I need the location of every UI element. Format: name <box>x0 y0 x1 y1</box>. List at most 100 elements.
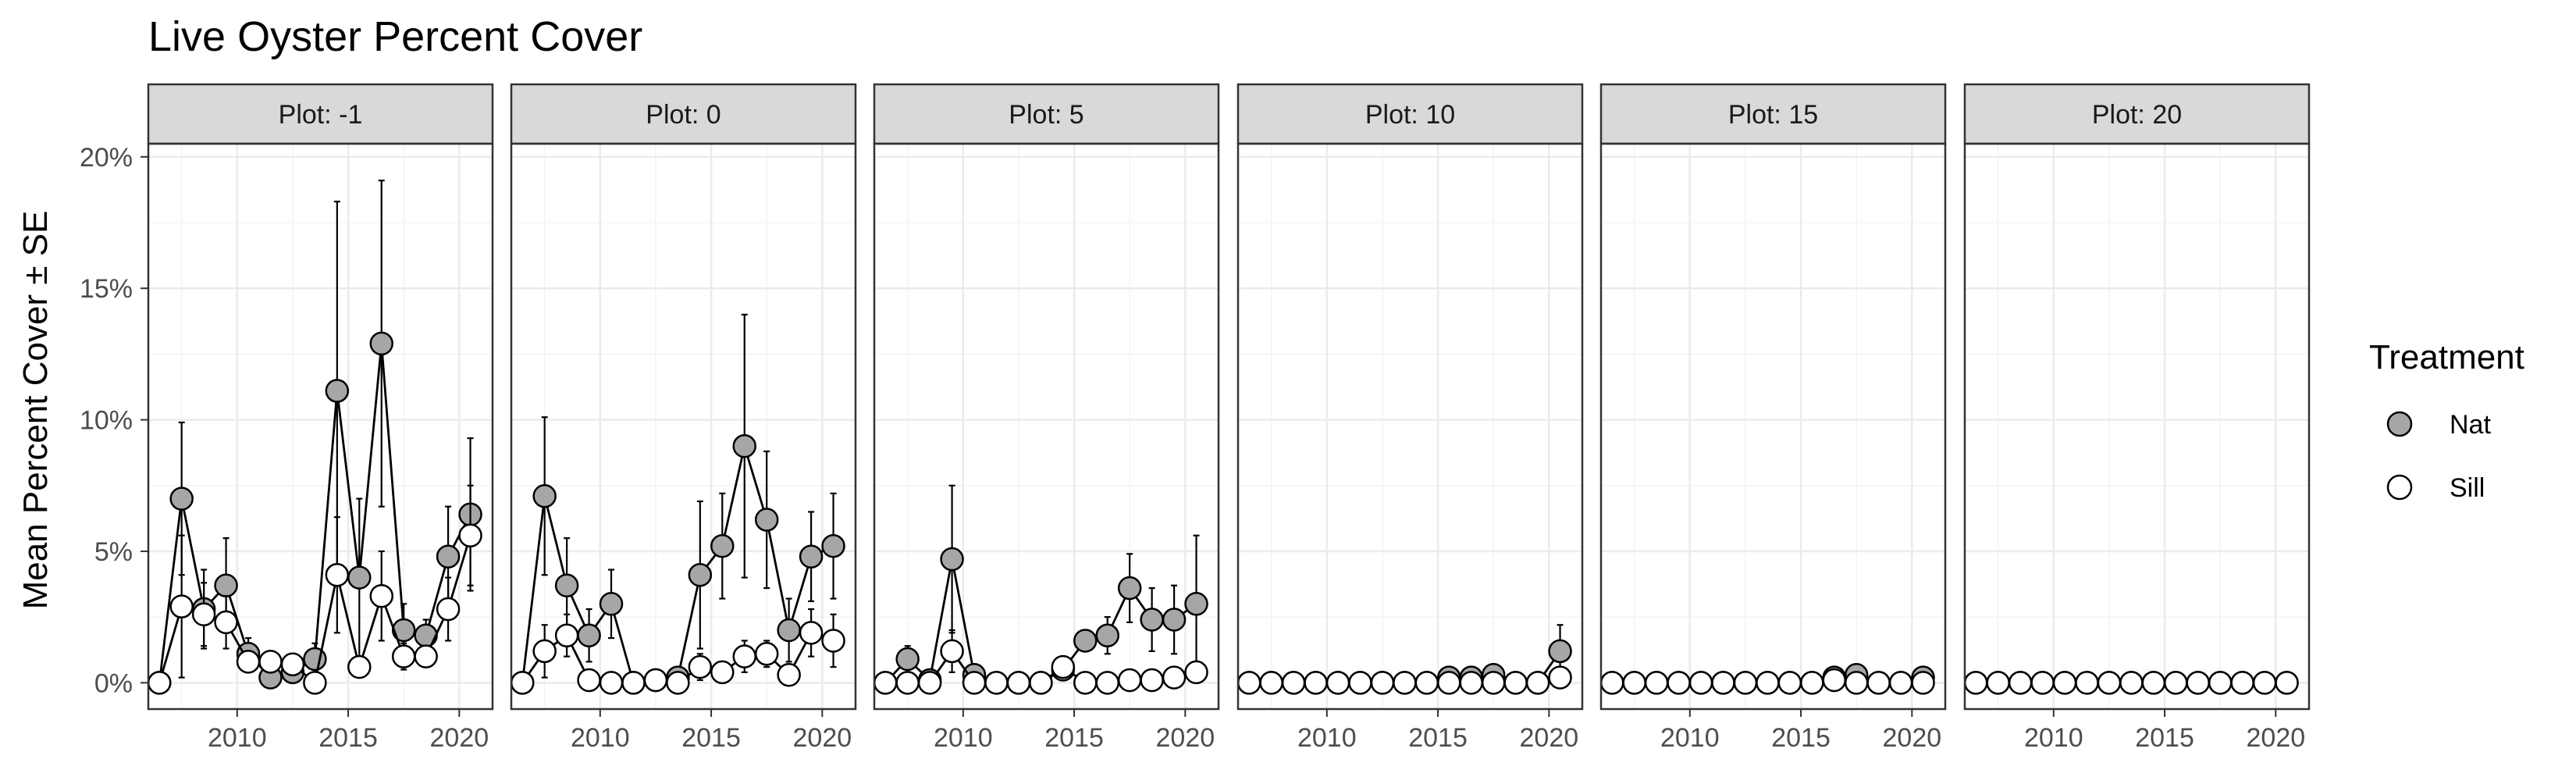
data-point <box>325 563 350 587</box>
data-point <box>391 644 416 668</box>
x-tick-label: 2010 <box>934 723 993 753</box>
data-point <box>1503 671 1528 695</box>
data-point <box>2141 671 2166 695</box>
data-point <box>821 629 845 653</box>
legend-title: Treatment <box>2369 338 2524 376</box>
y-tick-label: 15% <box>80 274 133 304</box>
x-tick-label: 2020 <box>1520 723 1579 753</box>
data-point <box>2230 671 2254 695</box>
data-point <box>1073 671 1098 695</box>
data-point <box>1459 671 1483 695</box>
data-point <box>777 618 801 643</box>
data-point <box>1888 671 1913 695</box>
data-point <box>214 610 238 635</box>
data-point <box>169 594 194 618</box>
data-point <box>436 544 461 568</box>
chart-title: Live Oyster Percent Cover <box>148 13 642 60</box>
data-point <box>532 483 557 508</box>
x-tick-label: 2010 <box>1660 723 1720 753</box>
data-point <box>214 573 238 597</box>
strip-label: Plot: 15 <box>1728 100 1818 130</box>
data-point <box>1348 671 1372 695</box>
data-point <box>688 563 713 587</box>
data-point <box>1481 671 1506 695</box>
data-point <box>554 573 579 597</box>
data-point <box>1986 671 2010 695</box>
data-point <box>510 671 535 695</box>
series-sill <box>873 629 1208 695</box>
panel-border <box>1236 142 1584 711</box>
data-point <box>732 434 756 458</box>
data-point <box>169 487 194 511</box>
data-point <box>436 597 461 622</box>
data-point <box>391 618 416 643</box>
legend-swatch-sill <box>2386 474 2413 501</box>
series-sill <box>147 484 482 695</box>
panel-border <box>1963 142 2311 711</box>
panel-2: Plot: 0 2010 2015 2020 <box>510 83 857 753</box>
data-point <box>799 621 824 645</box>
x-tick-label: 2020 <box>793 723 852 753</box>
data-point <box>325 379 350 403</box>
series-sill <box>1599 668 1935 695</box>
series-sill <box>1236 665 1572 695</box>
panel-5: Plot: 15 2010 2015 2020 <box>1599 83 1947 753</box>
x-tick-label: 2020 <box>1883 723 1942 753</box>
data-point <box>1599 671 1624 695</box>
data-point <box>1281 671 1306 695</box>
data-point <box>599 592 624 616</box>
data-point <box>873 671 898 695</box>
x-tick-label: 2015 <box>1044 723 1104 753</box>
series-sill <box>1963 671 2299 695</box>
data-point <box>821 533 845 558</box>
legend-label-nat: Nat <box>2450 410 2491 440</box>
data-point <box>732 644 756 668</box>
data-point <box>2164 671 2188 695</box>
panel-border <box>873 142 1220 711</box>
data-point <box>2030 671 2055 695</box>
data-point <box>1844 671 1869 695</box>
data-point <box>347 565 372 590</box>
data-point <box>895 671 920 695</box>
data-point <box>1911 671 1935 695</box>
data-point <box>1184 660 1208 685</box>
data-point <box>258 650 283 674</box>
x-tick-label: 2015 <box>318 723 378 753</box>
strip-background <box>510 83 857 145</box>
x-tick-label: 2015 <box>681 723 741 753</box>
y-tick-label: 10% <box>80 406 133 436</box>
series-nat <box>510 313 845 695</box>
x-tick-label: 2020 <box>430 723 489 753</box>
data-point <box>1029 671 1053 695</box>
x-tick-label: 2010 <box>208 723 267 753</box>
data-point <box>643 668 668 693</box>
data-point <box>2097 671 2122 695</box>
strip-label: Plot: -1 <box>279 100 363 130</box>
strip-label: Plot: 5 <box>1009 100 1083 130</box>
data-point <box>1711 671 1735 695</box>
data-point <box>458 523 482 547</box>
strip-background <box>1599 83 1947 145</box>
strip-label: Plot: 0 <box>646 100 720 130</box>
data-point <box>688 654 713 679</box>
data-point <box>666 671 690 695</box>
strip-background <box>873 83 1220 145</box>
data-point <box>1117 576 1142 601</box>
data-point <box>1756 671 1780 695</box>
data-point <box>2075 671 2099 695</box>
data-point <box>710 533 735 558</box>
panel-3: Plot: 5 2010 2015 2020 <box>873 83 1220 753</box>
data-point <box>147 671 172 695</box>
strip-background <box>1963 83 2311 145</box>
data-point <box>1095 623 1119 647</box>
legend: Treatment Nat Sill <box>2369 338 2524 503</box>
data-point <box>710 660 735 685</box>
data-point <box>599 671 624 695</box>
data-point <box>1184 592 1208 616</box>
data-point <box>895 647 920 672</box>
x-tick-label: 2010 <box>2024 723 2083 753</box>
data-point <box>962 671 987 695</box>
data-point <box>191 602 216 627</box>
